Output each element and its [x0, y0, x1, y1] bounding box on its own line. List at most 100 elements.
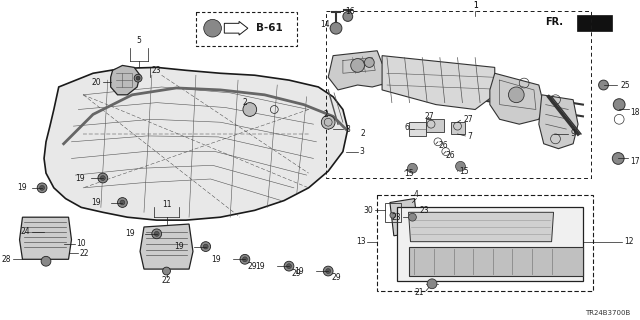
Ellipse shape: [37, 183, 47, 193]
Text: 2: 2: [243, 98, 247, 107]
Polygon shape: [408, 122, 426, 136]
Ellipse shape: [427, 279, 437, 289]
Ellipse shape: [134, 74, 142, 82]
Ellipse shape: [408, 163, 417, 173]
Text: 12: 12: [624, 237, 634, 246]
Text: 26: 26: [446, 151, 456, 160]
Text: 7: 7: [467, 132, 472, 141]
Ellipse shape: [598, 80, 609, 90]
Ellipse shape: [204, 244, 208, 249]
Polygon shape: [426, 119, 444, 132]
Text: 3: 3: [360, 147, 364, 156]
Text: 22: 22: [162, 276, 172, 285]
Text: 14: 14: [321, 20, 330, 29]
Ellipse shape: [243, 257, 247, 262]
Ellipse shape: [612, 153, 624, 164]
Text: 2: 2: [324, 110, 328, 119]
Polygon shape: [451, 122, 465, 134]
Text: 9: 9: [570, 130, 575, 139]
Polygon shape: [408, 247, 583, 276]
Polygon shape: [328, 51, 402, 90]
Ellipse shape: [323, 266, 333, 276]
Text: 29: 29: [248, 262, 257, 271]
Text: 17: 17: [630, 157, 639, 166]
Ellipse shape: [136, 76, 140, 80]
Text: 13: 13: [356, 237, 365, 246]
Text: 27: 27: [463, 115, 473, 124]
Text: 16: 16: [345, 7, 355, 16]
Text: 19: 19: [92, 198, 101, 207]
Text: 19: 19: [211, 255, 220, 264]
Text: 23: 23: [152, 66, 161, 75]
Ellipse shape: [154, 231, 159, 236]
Text: 1: 1: [473, 1, 477, 10]
Ellipse shape: [326, 268, 331, 274]
Ellipse shape: [240, 254, 250, 264]
Polygon shape: [539, 95, 578, 149]
Ellipse shape: [390, 212, 396, 218]
Ellipse shape: [204, 20, 221, 37]
Polygon shape: [20, 217, 72, 259]
Ellipse shape: [152, 229, 162, 239]
Text: 11: 11: [162, 200, 172, 209]
Ellipse shape: [613, 99, 625, 110]
Text: 4: 4: [414, 190, 419, 199]
Text: 8: 8: [346, 124, 351, 133]
Ellipse shape: [364, 58, 374, 68]
Ellipse shape: [287, 264, 291, 268]
Text: 1: 1: [473, 1, 477, 10]
Text: 29: 29: [331, 273, 340, 282]
Text: 28: 28: [1, 255, 11, 264]
Text: 24: 24: [20, 228, 30, 236]
Text: B-61: B-61: [256, 23, 283, 33]
Ellipse shape: [100, 176, 105, 180]
Text: 6: 6: [404, 123, 410, 132]
Text: 21: 21: [415, 288, 424, 297]
Text: 19: 19: [255, 262, 264, 271]
Text: 15: 15: [404, 169, 414, 178]
Polygon shape: [140, 224, 193, 269]
Ellipse shape: [508, 87, 524, 103]
Text: 25: 25: [620, 81, 630, 90]
Text: 19: 19: [125, 229, 135, 238]
Text: 22: 22: [79, 249, 89, 258]
Text: FR.: FR.: [545, 17, 563, 27]
Ellipse shape: [284, 261, 294, 271]
Ellipse shape: [120, 200, 125, 205]
Text: 26: 26: [439, 141, 449, 150]
Ellipse shape: [41, 256, 51, 266]
Text: 5: 5: [137, 36, 141, 45]
Polygon shape: [44, 68, 348, 220]
Polygon shape: [390, 199, 419, 236]
Text: 2: 2: [360, 130, 365, 139]
Text: 19: 19: [294, 267, 304, 276]
Text: 18: 18: [630, 108, 639, 117]
Text: 10: 10: [76, 239, 86, 248]
Text: 23: 23: [391, 213, 401, 222]
Text: TR24B3700B: TR24B3700B: [585, 310, 630, 316]
Text: 29: 29: [292, 268, 301, 277]
Ellipse shape: [343, 12, 353, 21]
Polygon shape: [577, 14, 612, 31]
Ellipse shape: [98, 173, 108, 183]
Polygon shape: [408, 212, 554, 242]
Text: 27: 27: [424, 112, 434, 121]
Ellipse shape: [408, 213, 417, 221]
Text: 19: 19: [76, 173, 85, 182]
Ellipse shape: [40, 185, 45, 190]
Text: 15: 15: [460, 167, 469, 176]
Polygon shape: [382, 56, 495, 109]
Ellipse shape: [456, 161, 465, 171]
Ellipse shape: [330, 22, 342, 34]
Text: 19: 19: [175, 242, 184, 251]
Polygon shape: [111, 65, 140, 95]
Polygon shape: [225, 21, 248, 35]
Polygon shape: [490, 73, 544, 124]
Ellipse shape: [243, 103, 257, 116]
Text: 23: 23: [419, 206, 429, 215]
Text: 30: 30: [364, 206, 373, 215]
Text: 19: 19: [17, 183, 26, 192]
Ellipse shape: [351, 59, 364, 72]
Ellipse shape: [321, 116, 335, 129]
Ellipse shape: [163, 267, 170, 275]
